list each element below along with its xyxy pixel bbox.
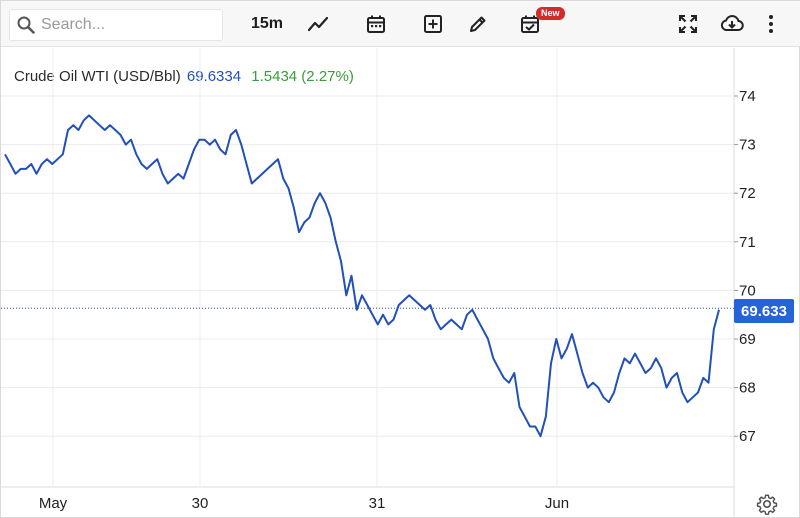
search-input[interactable] xyxy=(41,16,211,34)
y-tick-label: 70 xyxy=(739,282,756,299)
add-indicator-button[interactable] xyxy=(416,8,450,40)
interval-selector[interactable]: 15m xyxy=(250,15,284,32)
y-tick-label: 71 xyxy=(739,234,756,251)
line-chart-icon xyxy=(307,16,329,32)
x-tick-label: Jun xyxy=(545,495,569,512)
price-chart[interactable]: 74 73 72 71 70 69 68 67 May 30 31 Jun xyxy=(1,47,800,518)
calendar-icon xyxy=(367,15,385,33)
y-tick-label: 67 xyxy=(739,428,756,445)
price-axis: 74 73 72 71 70 69 68 67 xyxy=(734,88,756,445)
date-range-button[interactable] xyxy=(359,8,393,40)
chart-toolbar: 15m xyxy=(1,1,800,47)
y-tick-label: 73 xyxy=(739,137,756,154)
calendar-check-icon xyxy=(521,15,539,33)
add-box-icon xyxy=(424,15,442,33)
y-tick-label: 68 xyxy=(739,380,756,397)
instrument-name: Crude Oil WTI (USD/Bbl) xyxy=(14,68,181,85)
price-change: 1.5434 (2.27%) xyxy=(251,68,354,85)
cloud-download-icon xyxy=(720,15,744,31)
fullscreen-icon xyxy=(679,15,697,33)
chart-type-button[interactable] xyxy=(301,8,335,40)
search-icon xyxy=(17,16,35,34)
x-tick-label: 30 xyxy=(192,495,209,512)
time-axis: May 30 31 Jun xyxy=(39,495,569,512)
gear-icon[interactable] xyxy=(756,493,778,515)
y-tick-label: 72 xyxy=(739,185,756,202)
y-tick-label: 74 xyxy=(739,88,756,105)
draw-tool-button[interactable] xyxy=(461,8,495,40)
fullscreen-button[interactable] xyxy=(671,8,705,40)
chart-gridlines xyxy=(1,48,735,518)
price-series-line xyxy=(4,114,720,438)
more-vertical-icon xyxy=(769,15,773,33)
x-tick-label: 31 xyxy=(369,495,386,512)
events-calendar-button[interactable] xyxy=(513,8,547,40)
x-tick-label: May xyxy=(39,495,68,512)
current-price-tag: 69.633 xyxy=(734,299,794,323)
y-tick-label: 69 xyxy=(739,331,756,348)
search-box[interactable] xyxy=(9,9,223,41)
download-button[interactable] xyxy=(714,8,750,40)
more-options-button[interactable] xyxy=(759,8,783,40)
pencil-icon xyxy=(470,16,486,32)
new-badge: New xyxy=(536,7,565,20)
